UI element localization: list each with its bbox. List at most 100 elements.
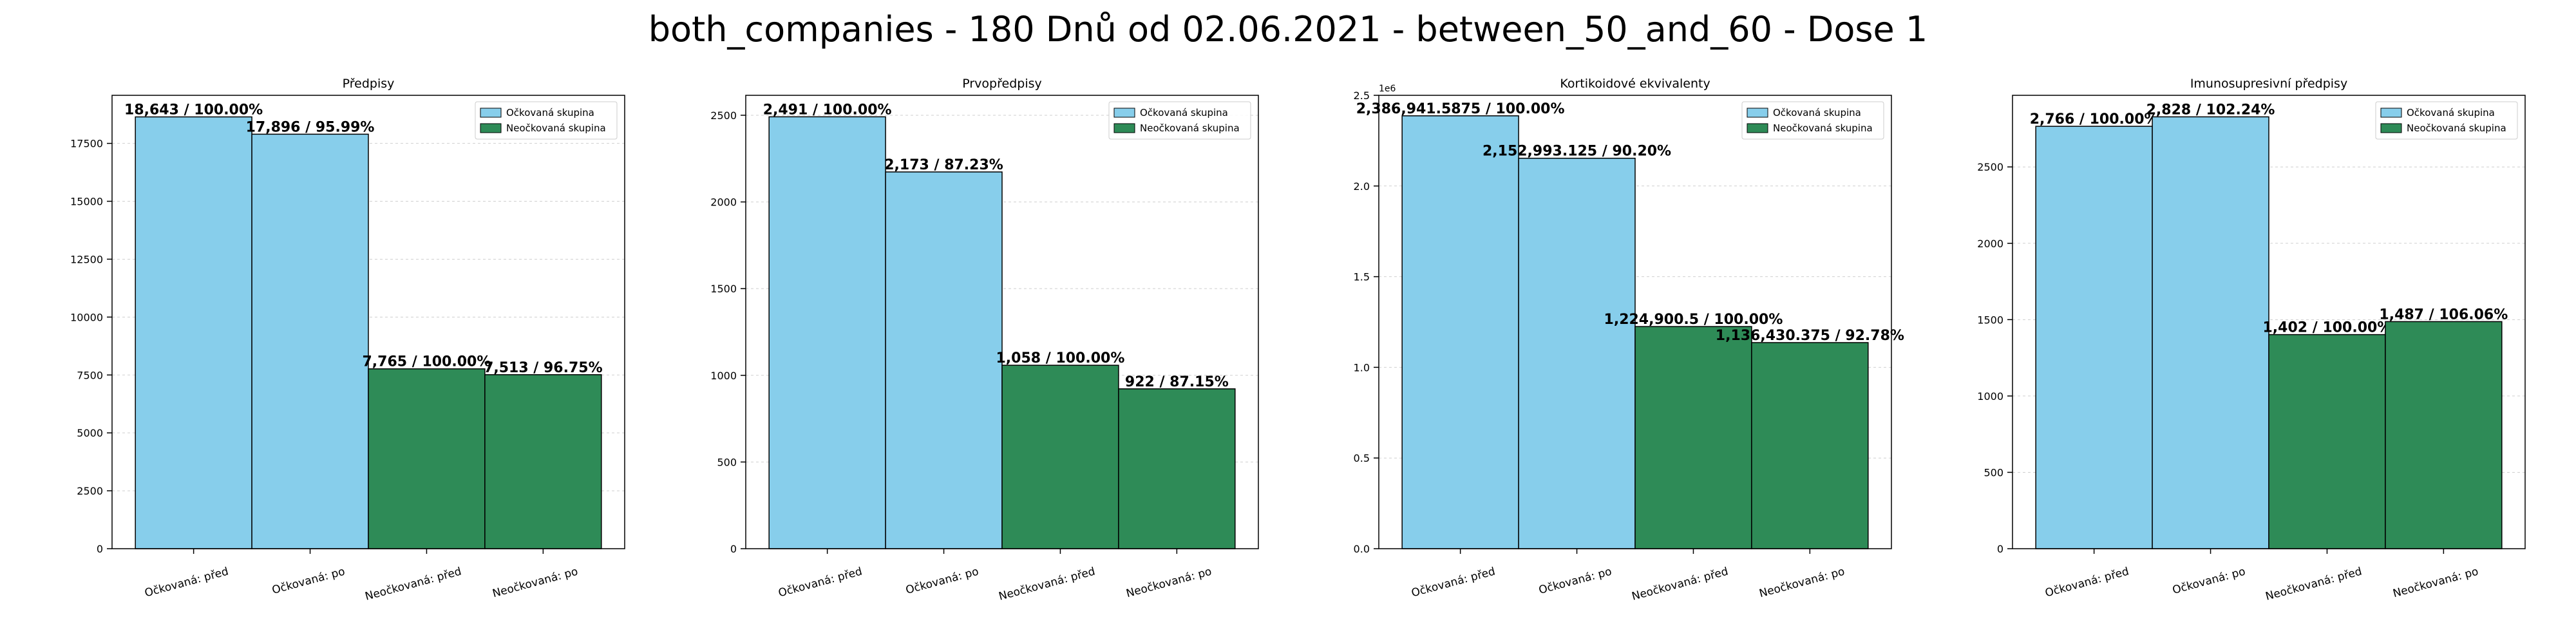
bar	[1118, 388, 1236, 549]
legend-box	[2375, 101, 2518, 140]
axes-frame	[2012, 95, 2526, 549]
bar-value-label: 7,513 / 96.75%	[484, 360, 603, 376]
y-tick-label: 2500	[1977, 161, 2003, 173]
bar	[2152, 116, 2269, 549]
bar-value-label: 18,643 / 100.00%	[124, 102, 263, 118]
legend: Očkovaná skupina Neočkovaná skupina	[1741, 101, 1884, 140]
y-tick-label: 10000	[70, 311, 103, 323]
bar-value-label: 922 / 87.15%	[1125, 374, 1229, 390]
bar	[251, 133, 369, 549]
chart-title: Kortikoidové ekvivalenty	[1560, 77, 1710, 91]
legend-swatch	[1113, 108, 1135, 118]
y-tick-label: 2000	[1977, 238, 2003, 250]
x-tick-label: Očkovaná: po	[2171, 565, 2247, 597]
legend-swatch	[1747, 123, 1768, 133]
x-tick-label: Neočkovaná: před	[364, 565, 463, 603]
chart-panel-1: 18,643 / 100.00% Očkovaná: před 17,896 / 9…	[70, 77, 625, 603]
bar-value-label: 2,491 / 100.00%	[763, 102, 892, 118]
x-tick-label: Očkovaná: před	[1410, 565, 1496, 600]
bar-value-label: 7,765 / 100.00%	[363, 354, 491, 370]
legend-swatch	[2380, 108, 2402, 118]
bar	[368, 368, 486, 549]
x-tick-label: Neočkovaná: po	[1758, 565, 1846, 601]
bar-value-label: 2,766 / 100.00%	[2030, 111, 2159, 128]
x-tick-label: Neočkovaná: před	[2264, 565, 2363, 603]
bar-value-label: 17,896 / 95.99%	[246, 119, 375, 135]
y-tick-label: 15000	[70, 196, 103, 208]
legend-label: Očkovaná skupina	[2407, 107, 2495, 118]
bar	[1518, 157, 1636, 549]
legend-swatch	[480, 108, 502, 118]
legend-label: Očkovaná skupina	[1773, 107, 1861, 118]
legend-label: Neočkovaná skupina	[1140, 122, 1240, 134]
x-tick-label: Neočkovaná: po	[1125, 565, 1213, 601]
y-tick-label: 2.5	[1354, 90, 1370, 102]
y-tick-label: 0.0	[1354, 543, 1370, 555]
axes-frame	[745, 95, 1259, 549]
y-tick-label: 1000	[1977, 390, 2003, 402]
bar	[768, 116, 886, 549]
legend-label: Neočkovaná skupina	[1773, 122, 1873, 134]
y-tick-label: 1.5	[1354, 271, 1370, 283]
bar	[2035, 126, 2153, 549]
y-tick-label: 1500	[710, 283, 737, 295]
chart-title: Imunosupresivní předpisy	[2190, 77, 2347, 91]
x-tick-label: Neočkovaná: po	[2392, 565, 2480, 601]
y-tick-label: 1000	[710, 370, 737, 382]
y-tick-label: 0.5	[1354, 452, 1370, 464]
bar-value-label: 2,152,993.125 / 90.20%	[1482, 144, 1671, 160]
x-tick-label: Neočkovaná: před	[998, 565, 1097, 603]
y-tick-label: 2.0	[1354, 180, 1370, 193]
chart-title: Předpisy	[343, 77, 395, 91]
legend-swatch	[1113, 123, 1135, 133]
y-tick-label: 500	[1984, 466, 2003, 478]
chart-panel-2: 2,491 / 100.00% Očkovaná: před 2,173 / 87.…	[710, 77, 1259, 603]
bar	[1751, 342, 1869, 549]
axes-frame	[111, 95, 625, 549]
y-tick-label: 500	[717, 456, 737, 468]
legend-box	[1741, 101, 1884, 140]
bar-value-label: 2,828 / 102.24%	[2146, 102, 2275, 118]
y-tick-label: 5000	[77, 427, 103, 439]
legend-swatch	[2380, 123, 2402, 133]
bar	[2385, 321, 2503, 549]
axes-frame	[1378, 95, 1892, 549]
x-tick-label: Neočkovaná: před	[1631, 565, 1730, 603]
bar	[885, 171, 1003, 549]
bar-value-label: 2,386,941.5875 / 100.00%	[1356, 101, 1565, 117]
legend-box	[1108, 101, 1251, 140]
bar	[2268, 334, 2386, 549]
legend-label: Očkovaná skupina	[1140, 107, 1228, 118]
legend-label: Neočkovaná skupina	[2407, 122, 2506, 134]
y-tick-label: 0	[97, 543, 103, 555]
y-tick-label: 2500	[710, 109, 737, 122]
bar-value-label: 1,487 / 106.06%	[2379, 307, 2508, 323]
bar	[1001, 365, 1119, 549]
legend-swatch	[480, 123, 502, 133]
bar-value-label: 1,224,900.5 / 100.00%	[1604, 312, 1783, 328]
bar	[1634, 326, 1752, 549]
legend: Očkovaná skupina Neočkovaná skupina	[475, 101, 618, 140]
figure-title: both_companies - 180 Dnů od 02.06.2021 -…	[648, 9, 1928, 50]
legend: Očkovaná skupina Neočkovaná skupina	[2375, 101, 2518, 140]
y-tick-label: 1.0	[1354, 361, 1370, 374]
legend-label: Očkovaná skupina	[506, 107, 594, 118]
y-offset-label: 1e6	[1379, 84, 1396, 94]
bar	[484, 374, 602, 549]
bar	[135, 116, 252, 549]
legend-swatch	[1747, 108, 1768, 118]
y-tick-label: 12500	[70, 253, 103, 265]
x-tick-label: Očkovaná: po	[904, 565, 980, 597]
y-tick-label: 17500	[70, 138, 103, 150]
bar-value-label: 2,173 / 87.23%	[884, 157, 1003, 173]
chart-panel-3: 2,386,941.5875 / 100.00% Očkovaná: před 2,…	[1354, 77, 1904, 603]
y-tick-label: 2000	[710, 196, 737, 209]
x-tick-label: Neočkovaná: po	[491, 565, 580, 601]
bar-value-label: 1,402 / 100.00%	[2263, 320, 2392, 336]
legend-box	[475, 101, 618, 140]
x-tick-label: Očkovaná: po	[270, 565, 346, 597]
x-tick-label: Očkovaná: před	[777, 565, 863, 600]
x-tick-label: Očkovaná: před	[2043, 565, 2130, 600]
chart-title: Prvopředpisy	[962, 77, 1042, 91]
